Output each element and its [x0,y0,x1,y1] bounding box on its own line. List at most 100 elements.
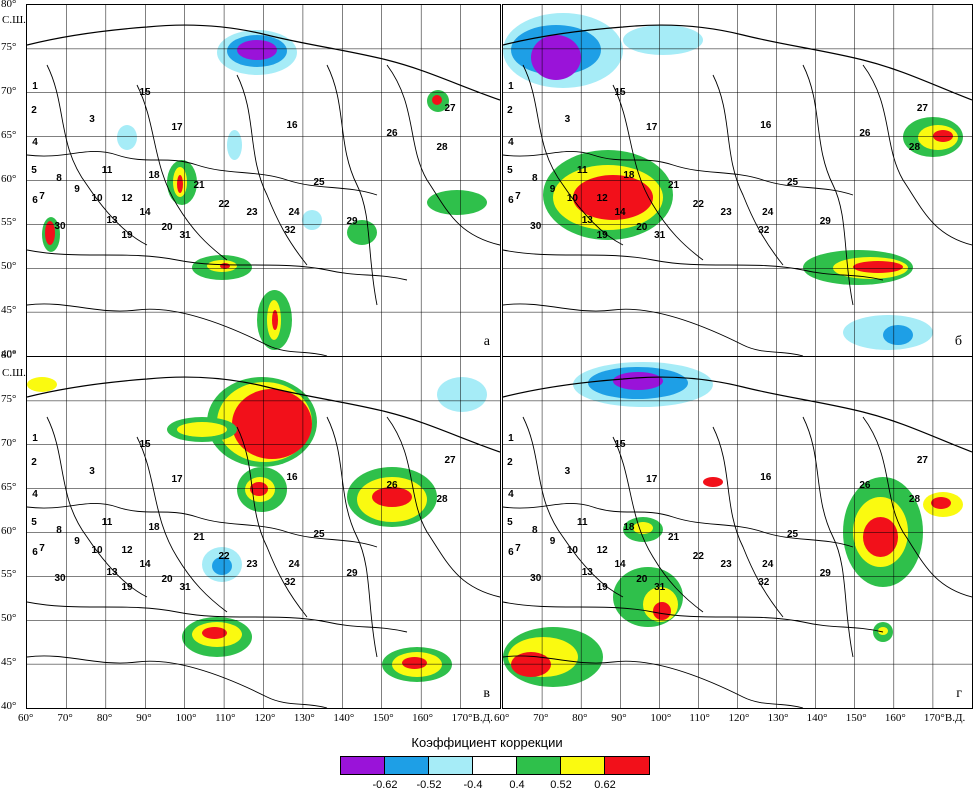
region-number-label: 9 [74,184,80,195]
region-number-label: 11 [577,517,588,528]
graticule [503,357,972,708]
map-panel-b: 1 2 3 4 5 6 7 8 9 10 11 12 13 14 15 16 17 18 19 20 21 22 23 24 2… [502,4,973,357]
region-number-label: 16 [760,120,772,131]
region-number-label: 32 [758,577,770,588]
longitude-unit-label: В.Д. [472,712,493,724]
region-number-label: 13 [106,567,118,578]
longitude-tick-label: 120° [728,712,750,724]
longitude-tick-label: 60° [18,712,34,724]
region-number-label: 5 [31,165,37,176]
longitude-tick-label: 80° [572,712,588,724]
region-border [46,416,148,598]
legend-colorbar [340,756,650,775]
region-number-label: 12 [597,193,609,204]
region-number-label: 24 [288,559,300,570]
region-border [712,426,784,618]
region-number-label: 27 [444,103,456,114]
latitude-tick-label: 50° [1,612,17,625]
correction-field-patch [347,220,377,245]
correction-field-patch [653,602,671,620]
longitude-tick-label: 140° [333,712,355,724]
region-number-label: 21 [668,180,680,191]
region-border [136,84,228,261]
legend-tick-label: -0.52 [416,779,442,791]
region-borders [27,416,500,708]
correction-field-patch [202,627,227,639]
region-number-label: 2 [31,105,37,116]
region-number-label: 20 [636,574,648,585]
correction-field-patch [237,40,277,60]
region-number-label: 6 [508,195,514,206]
region-number-label: 4 [508,137,514,148]
region-number-label: 20 [161,222,173,233]
longitude-tick-label: 80° [96,712,113,724]
region-number-label: 25 [787,529,799,540]
region-number-label: 30 [54,573,66,584]
region-number-label: 15 [614,87,626,98]
region-number-label: 17 [646,474,658,485]
region-number-label: 4 [32,489,38,500]
data-fields [503,13,963,350]
state-border [503,303,804,356]
region-number-label: 29 [820,216,832,227]
correction-field-patch [863,517,898,557]
longitude-tick-label: 130° [767,712,789,724]
state-border [503,249,884,281]
longitude-tick-label: 90° [136,712,152,724]
region-number-label: 14 [139,207,151,218]
region-number-label: 20 [161,574,173,585]
region-number-label: 16 [760,472,772,483]
region-number-label: 17 [171,474,183,485]
region-number-label: 20 [636,222,648,233]
arctic-coastline [27,24,500,101]
longitude-tick-label: 70° [533,712,549,724]
region-number-label: 31 [654,582,666,593]
arctic-coastline [27,376,500,453]
region-border [136,436,228,613]
state-border [27,303,328,356]
longitude-tick-label: 150° [845,712,867,724]
correction-field-patch [302,210,322,230]
correction-field-patch [531,35,581,80]
region-border [386,416,500,598]
region-number-label: 23 [721,207,733,218]
region-number-label: 12 [597,545,609,556]
longitude-tick-label: 90° [611,712,627,724]
correction-field-patch [227,130,242,160]
region-number-label: 24 [288,207,300,218]
region-number-label: 13 [106,215,118,226]
state-border [27,249,408,281]
region-number-label: 17 [171,122,183,133]
longitude-tick-label: 120° [254,712,276,724]
region-number-label: 1 [32,81,38,92]
region-number-label: 17 [646,122,658,133]
correction-field-patch [573,175,653,220]
region-border [862,64,972,246]
longitude-tick-label: 110° [689,712,710,724]
region-number-label: 11 [102,165,113,176]
region-number-label: 26 [859,128,871,139]
region-number-label: 19 [597,230,609,241]
arctic-coastline [503,376,972,453]
region-number-label: 30 [54,221,66,232]
region-number-label: 23 [246,207,258,218]
latitude-tick-label: 65° [1,128,17,141]
region-number-label: 22 [218,551,230,562]
region-number-label: 32 [284,577,296,588]
region-number-label: 1 [32,433,38,444]
region-number-label: 30 [530,573,542,584]
region-border [326,64,378,306]
region-number-label: 28 [909,142,921,153]
legend-swatch-red [605,757,649,774]
longitude-tick-label: 100° [175,712,197,724]
region-border [27,503,378,548]
legend-swatch-yellow [561,757,605,774]
region-number-label: 27 [444,455,456,466]
region-number-label: 19 [121,230,133,241]
state-border [27,601,408,633]
region-number-label: 3 [89,466,95,477]
region-number-label: 29 [346,568,358,579]
legend-tick-label: 0.4 [509,779,525,791]
